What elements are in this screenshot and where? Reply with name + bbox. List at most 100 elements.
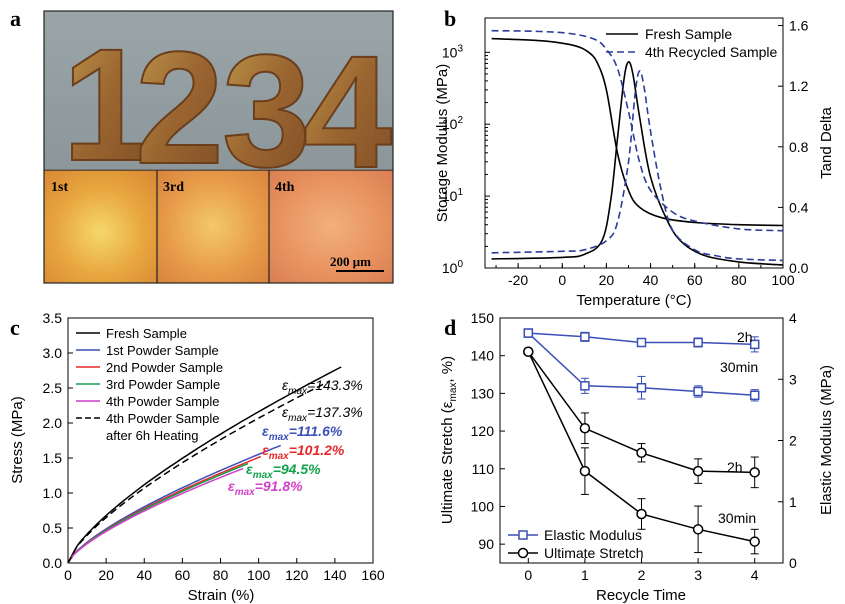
legend-label-c: 4th Powder Sample xyxy=(106,411,219,426)
panel-label-d: d xyxy=(444,315,456,340)
micro-image-3rd xyxy=(157,170,269,283)
y2label-d: Elastic Modulus (MPa) xyxy=(818,365,835,515)
ytick-label-b: 102 xyxy=(442,115,464,132)
axes-d: 0 1 2 3 4 90 100 110 120 130 140 150 0 1 2 3 4 xyxy=(471,310,797,583)
axes-b: -20 0 20 40 60 80 100 100 101 102 103 0.0 0.4 0.8 1.2 1… xyxy=(442,18,809,288)
ylabel-d: Ultimate Stretch (εmax, %) xyxy=(439,356,459,524)
y2tick-label-b: 1.6 xyxy=(789,18,809,34)
xlabel-b: Temperature (°C) xyxy=(576,292,691,309)
y2tick-label-d: 0 xyxy=(789,555,797,571)
xtick-label-b: 60 xyxy=(687,272,703,288)
marker-circle-d xyxy=(636,508,647,520)
series-modulus-1 xyxy=(491,29,784,232)
ytick-label-d: 110 xyxy=(472,461,495,477)
panel-a-frame xyxy=(43,10,394,284)
marker-circle-d xyxy=(692,465,704,477)
xtick-label-c: 20 xyxy=(98,567,114,583)
xtick-label-b: 40 xyxy=(643,272,659,288)
ylabel-c: Stress (MPa) xyxy=(9,396,26,484)
y2tick-label-b: 0.8 xyxy=(789,139,809,155)
ytick-label-c: 2.0 xyxy=(43,415,63,431)
legend-marker-d xyxy=(518,530,528,540)
digits-photo xyxy=(44,11,393,169)
group-label-d: 2h xyxy=(727,459,743,475)
xtick-label-c: 100 xyxy=(247,567,271,583)
xtick-label-b: 0 xyxy=(558,272,566,288)
y2tick-label-b: 0.0 xyxy=(789,260,809,276)
series-tan-1 xyxy=(491,70,784,262)
annotation-c: εmax=101.2% xyxy=(262,442,345,462)
panel-label-c: c xyxy=(10,315,20,340)
xtick-label-d: 4 xyxy=(751,567,759,583)
annotation-c: εmax=143.3% xyxy=(282,377,363,397)
series-d: 2h 30min 2h 30min xyxy=(523,328,760,555)
panel-d: d 0 1 2 3 4 90 100 110 120 130 140 150 0 1 2 3 4 2h 30min… xyxy=(439,310,835,604)
annotation-c: εmax=91.8% xyxy=(228,478,303,498)
legend-label-c: 4th Powder Sample xyxy=(106,394,219,409)
y2label-b: Tand Delta xyxy=(818,106,835,178)
marker-circle-d xyxy=(749,467,760,478)
panel-b: b -20 0 20 40 60 80 100 100 101 102 103 0.0 0.4 0.8 1.… xyxy=(434,6,835,309)
micro-image-1st xyxy=(44,170,157,283)
legend-label-recycled: 4th Recycled Sample xyxy=(645,44,778,60)
y2tick-label-d: 3 xyxy=(789,371,797,387)
legend-c: Fresh Sample 1st Powder Sample 2nd Powder … xyxy=(76,326,223,443)
legend-label-d: Elastic Modulus xyxy=(544,527,642,543)
xtick-label-d: 3 xyxy=(694,567,702,583)
annotations-c: εmax=143.3% εmax=137.3%εmax=111.6%εmax=10… xyxy=(228,377,363,498)
ytick-label-c: 3.0 xyxy=(43,345,63,361)
xtick-label-c: 60 xyxy=(175,567,191,583)
panel-label-b: b xyxy=(444,6,456,31)
ylabel-d-tail: , %) xyxy=(439,356,456,383)
series-modulus-0 xyxy=(491,37,784,227)
y2tick-label-d: 1 xyxy=(789,494,797,510)
marker-square-d xyxy=(693,386,703,397)
legend-label-fresh: Fresh Sample xyxy=(645,26,732,42)
xtick-label-b: 20 xyxy=(599,272,615,288)
marker-square-d xyxy=(693,337,703,348)
ytick-label-c: 3.5 xyxy=(43,310,63,326)
ytick-label-d: 140 xyxy=(471,348,495,364)
y2tick-label-b: 0.4 xyxy=(789,199,809,215)
group-label-d: 2h xyxy=(737,329,753,345)
scale-bar-label: 200 μm xyxy=(330,254,371,269)
xtick-label-d: 1 xyxy=(581,567,589,583)
ytick-label-d: 150 xyxy=(471,310,495,326)
ytick-label-c: 0.0 xyxy=(43,555,63,571)
group-label-d: 30min xyxy=(720,359,758,375)
xtick-label-c: 40 xyxy=(136,567,152,583)
y2tick-label-b: 1.2 xyxy=(789,78,809,94)
marker-square-d xyxy=(749,339,760,350)
ytick-label-c: 2.5 xyxy=(43,380,63,396)
legend-label-c: 3rd Powder Sample xyxy=(106,377,220,392)
ytick-label-d: 90 xyxy=(478,536,494,552)
marker-square-d xyxy=(580,381,590,391)
y2tick-label-d: 2 xyxy=(789,433,797,449)
panel-a: a 1 2 3 4 1st 3rd 4th 200 μm xyxy=(10,6,394,284)
marker-circle-d xyxy=(579,465,591,477)
xlabel-d: Recycle Time xyxy=(596,587,686,604)
ytick-label-d: 100 xyxy=(471,498,495,514)
annotation-c: εmax=111.6% xyxy=(262,423,343,443)
panel-c: c 0 20 40 60 80 100 120 140 160 0.0 0.5 1.0 1.5 2.0 2.… xyxy=(9,310,385,604)
xtick-label-d: 2 xyxy=(638,567,646,583)
xtick-label-c: 160 xyxy=(361,567,385,583)
ytick-label-d: 120 xyxy=(471,423,495,439)
series-c-0 xyxy=(67,366,342,564)
xtick-label-c: 0 xyxy=(64,567,72,583)
ytick-label-b: 103 xyxy=(442,43,464,60)
ytick-label-c: 0.5 xyxy=(43,520,63,536)
marker-square-d xyxy=(636,337,647,348)
micro-label-3rd: 3rd xyxy=(163,180,184,195)
marker-square-d xyxy=(749,390,760,401)
series-c-1 xyxy=(67,444,282,564)
axes-c: 0 20 40 60 80 100 120 140 160 0.0 0.5 1.0 1.5 2.0 2.5 3… xyxy=(43,310,385,583)
marker-square-d xyxy=(580,332,590,342)
ytick-label-d: 130 xyxy=(471,385,495,401)
xlabel-c: Strain (%) xyxy=(188,587,255,604)
ytick-label-c: 1.5 xyxy=(43,450,63,466)
micro-image-4th xyxy=(269,170,393,283)
marker-circle-d xyxy=(692,524,704,535)
legend-label-c: Fresh Sample xyxy=(106,326,187,341)
ytick-label-b: 101 xyxy=(442,187,464,204)
